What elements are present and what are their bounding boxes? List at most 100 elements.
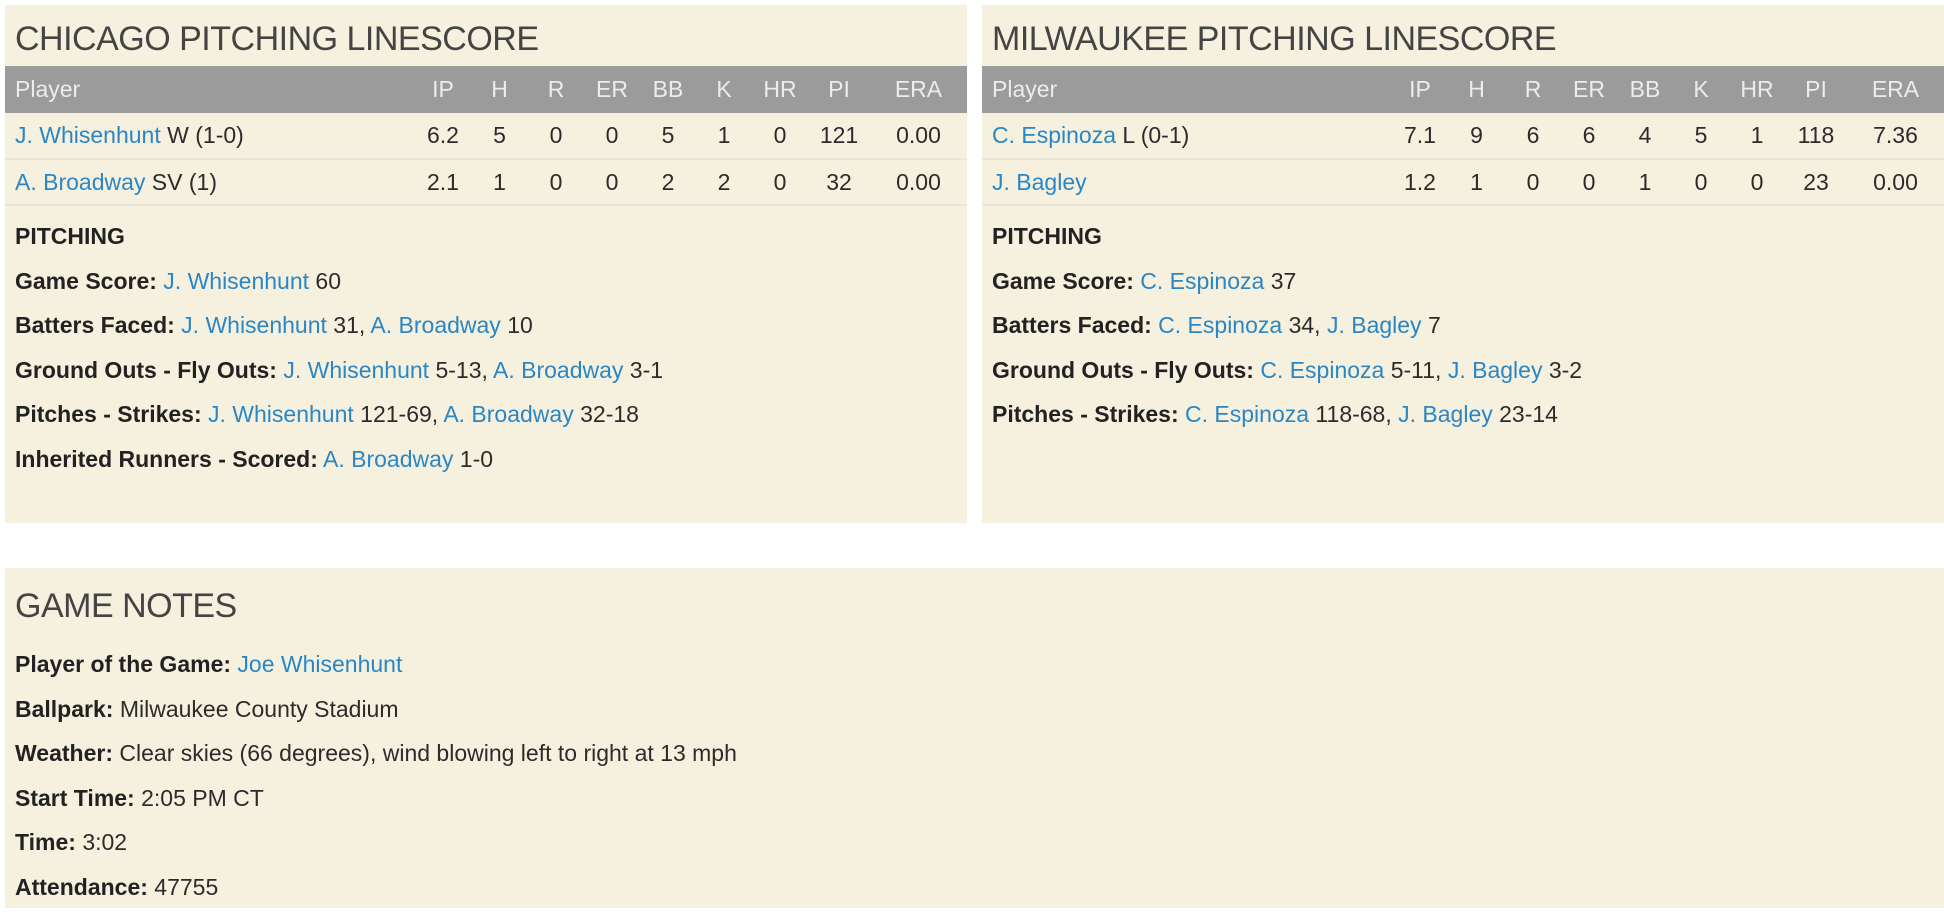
player-cell: C. Espinoza L (0-1): [982, 113, 1392, 159]
player-link[interactable]: J. Whisenhunt: [283, 356, 430, 383]
value: 7: [1421, 312, 1441, 338]
ballpark-line: Ballpark: Milwaukee County Stadium: [15, 687, 737, 732]
player-link[interactable]: J. Bagley: [1447, 356, 1543, 383]
label: Batters Faced:: [15, 312, 175, 338]
column-header: H: [491, 76, 508, 102]
column-header: ERA: [894, 76, 943, 102]
stat-er: 6: [1582, 122, 1596, 148]
label: Ground Outs - Fly Outs:: [15, 356, 277, 383]
milwaukee-pitching-panel: MILWAUKEE PITCHING LINESCORE Player IP H R E…: [982, 5, 1944, 523]
label: Game Score:: [992, 267, 1134, 294]
stat-era: 0.00: [1873, 168, 1918, 195]
label: Attendance:: [15, 873, 148, 900]
player-link[interactable]: C. Espinoza: [1185, 401, 1310, 427]
player-of-game-line: Player of the Game: Joe Whisenhunt: [15, 642, 737, 687]
chicago-pitching-panel: CHICAGO PITCHING LINESCORE Player IP H R ER B…: [5, 5, 967, 523]
player-link[interactable]: J. Whisenhunt: [208, 401, 354, 427]
value: 3:02: [82, 829, 128, 855]
value: 5-11,: [1384, 356, 1448, 383]
player-link[interactable]: J. Whisenhunt: [181, 312, 327, 338]
stat-ip: 1.2: [1404, 168, 1436, 195]
label: Ground Outs - Fly Outs:: [992, 356, 1254, 383]
player-link[interactable]: C. Espinoza: [992, 122, 1117, 148]
column-header: K: [716, 76, 732, 102]
stat-er: 0: [605, 168, 619, 195]
game-notes-panel: GAME NOTES Player of the Game: Joe Whise…: [5, 568, 1944, 908]
player-link[interactable]: A. Broadway: [493, 356, 624, 383]
panel-title: GAME NOTES: [15, 587, 237, 625]
column-header: HR: [1740, 76, 1774, 102]
stat-era: 0.00: [896, 168, 941, 195]
player-link[interactable]: C. Espinoza: [1260, 356, 1385, 383]
label: Time:: [15, 829, 76, 855]
decision: SV (1): [151, 168, 217, 195]
stat-pi: 121: [819, 122, 859, 148]
column-header: ER: [1573, 76, 1605, 102]
player-link[interactable]: A. Broadway: [443, 401, 574, 427]
detail-line: Pitches - Strikes: C. Espinoza 118-68, J…: [992, 392, 1582, 437]
stat-r: 0: [549, 122, 563, 148]
value: 31,: [326, 312, 371, 338]
value: 121-69,: [353, 401, 444, 427]
player-link[interactable]: J. Whisenhunt: [15, 122, 161, 148]
pitching-details: PITCHING Game Score: J. Whisenhunt 60 Batt…: [15, 214, 663, 481]
pitching-details: PITCHING Game Score: C. Espinoza 37 Batter…: [992, 214, 1582, 437]
column-header: ERA: [1871, 76, 1920, 102]
value: 10: [500, 312, 533, 338]
value: Clear skies (66 degrees), wind blowing l…: [119, 740, 737, 766]
stat-bb: 4: [1638, 122, 1652, 148]
value: 1-0: [453, 445, 494, 472]
player-link[interactable]: A. Broadway: [323, 445, 454, 472]
column-header: PI: [1805, 76, 1827, 102]
stat-hr: 1: [1750, 122, 1764, 148]
table-row: C. Espinoza L (0-1) 7.1 9 6 6 4 5 1 118 7.36: [982, 113, 1944, 159]
stat-k: 0: [1694, 168, 1708, 195]
player-link[interactable]: C. Espinoza: [1140, 267, 1265, 294]
label: Start Time:: [15, 784, 135, 811]
label: Inherited Runners - Scored:: [15, 445, 318, 472]
column-header: R: [547, 76, 565, 102]
stat-hr: 0: [1750, 168, 1764, 195]
time-line: Time: 3:02: [15, 820, 737, 865]
player-link[interactable]: J. Bagley: [1326, 312, 1422, 338]
column-header: Player: [992, 76, 1058, 102]
player-cell: A. Broadway SV (1): [5, 159, 415, 205]
value: 32-18: [573, 401, 639, 427]
stat-pi: 23: [1803, 168, 1829, 195]
stat-hr: 0: [773, 168, 787, 195]
stat-r: 0: [1526, 168, 1540, 195]
detail-line: Inherited Runners - Scored: A. Broadway …: [15, 437, 663, 482]
column-header: PI: [828, 76, 850, 102]
label: Game Score:: [15, 267, 157, 294]
stat-k: 1: [717, 122, 731, 148]
player-link[interactable]: A. Broadway: [370, 312, 501, 338]
value: 118-68,: [1309, 401, 1399, 427]
player-link[interactable]: A. Broadway: [15, 168, 146, 195]
table-row: J. Bagley 1.2 1 0 0 1 0 0 23 0.00: [982, 159, 1944, 205]
player-link[interactable]: J. Bagley: [992, 168, 1087, 195]
table-row: A. Broadway SV (1) 2.1 1 0 0 2 2 0 32 0.00: [5, 159, 967, 205]
linescore-table: Player IP H R ER BB K HR PI ERA C. Espinoza L (0-1…: [982, 66, 1944, 206]
stat-er: 0: [1582, 168, 1596, 195]
weather-line: Weather: Clear skies (66 degrees), wind …: [15, 731, 737, 776]
detail-line: Ground Outs - Fly Outs: J. Whisenhunt 5-…: [15, 348, 663, 393]
column-header: HR: [763, 76, 797, 102]
column-header: IP: [432, 76, 454, 102]
section-heading: PITCHING: [15, 223, 125, 249]
stat-h: 5: [493, 122, 506, 148]
label: Batters Faced:: [992, 312, 1152, 338]
value: 60: [309, 267, 342, 294]
value: Milwaukee County Stadium: [119, 695, 399, 722]
label: Player of the Game:: [15, 651, 232, 677]
value: 3-1: [623, 356, 664, 383]
header-row: Player IP H R ER BB K HR PI ERA: [5, 66, 967, 113]
detail-line: Pitches - Strikes: J. Whisenhunt 121-69,…: [15, 392, 663, 437]
detail-line: Game Score: C. Espinoza 37: [992, 259, 1582, 304]
player-link[interactable]: C. Espinoza: [1158, 312, 1283, 338]
value: 2:05 PM CT: [141, 784, 264, 811]
player-link[interactable]: Joe Whisenhunt: [237, 651, 403, 677]
stat-ip: 7.1: [1404, 122, 1436, 148]
player-link[interactable]: J. Whisenhunt: [163, 267, 310, 294]
player-link[interactable]: J. Bagley: [1398, 401, 1493, 427]
table-row: J. Whisenhunt W (1-0) 6.2 5 0 0 5 1 0 121 0.00: [5, 113, 967, 159]
